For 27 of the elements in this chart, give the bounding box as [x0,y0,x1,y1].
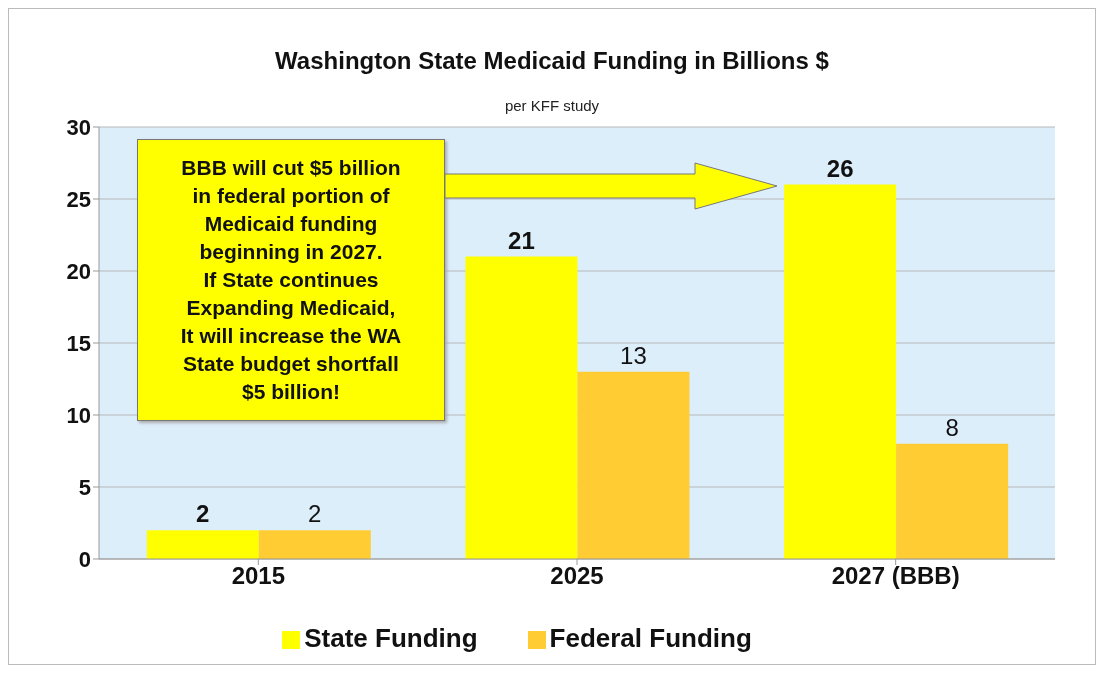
bar [577,371,690,559]
x-tick-label: 2015 [231,562,286,590]
y-tick-label: 25 [66,186,91,212]
y-tick-label: 30 [66,114,91,140]
bar [258,530,371,559]
x-tick-label: 2025 [550,562,604,590]
y-tick-label: 5 [78,474,91,500]
data-label: 13 [620,341,647,369]
bar [896,443,1009,559]
y-tick-label: 15 [66,330,91,356]
bar [784,184,897,559]
chart-subtitle: per KFF study [503,97,601,114]
data-label: 21 [508,226,535,254]
legend-label: Federal Funding [549,623,752,653]
y-tick-label: 10 [66,402,91,428]
callout-box: BBB will cut $5 billion in federal portion of Medicaid funding beginning in 2027. If State continues Expanding Medicaid, It will increase the WA State budget shortfall $5 billion! [137,139,445,421]
bar [465,256,578,559]
y-tick-label: 0 [78,546,91,572]
data-label: 2 [308,500,322,528]
bar [146,530,259,559]
legend-label: State Funding [304,623,478,653]
data-label: 8 [945,413,959,441]
data-label: 2 [196,500,210,528]
chart-title: Washington State Medicaid Funding in Billions $ [274,47,830,75]
x-tick-label: 2027 (BBB) [831,562,960,590]
y-tick-label: 20 [66,258,91,284]
data-label: 26 [826,154,854,182]
